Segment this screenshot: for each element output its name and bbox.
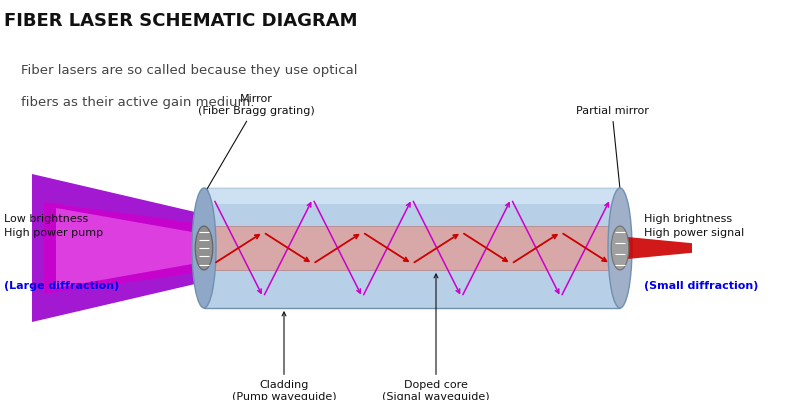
Text: Fiber lasers are so called because they use optical: Fiber lasers are so called because they … bbox=[4, 64, 358, 77]
Text: High brightness
High power signal: High brightness High power signal bbox=[644, 214, 744, 238]
Text: Mirror
(Fiber Bragg grating): Mirror (Fiber Bragg grating) bbox=[198, 94, 314, 194]
Ellipse shape bbox=[192, 188, 216, 308]
Polygon shape bbox=[44, 202, 208, 294]
Text: Doped core
(Signal waveguide): Doped core (Signal waveguide) bbox=[382, 274, 490, 400]
Ellipse shape bbox=[608, 188, 632, 308]
Polygon shape bbox=[56, 208, 208, 288]
FancyBboxPatch shape bbox=[204, 188, 620, 204]
Ellipse shape bbox=[195, 226, 213, 270]
Text: Cladding
(Pump waveguide): Cladding (Pump waveguide) bbox=[232, 312, 336, 400]
Text: fibers as their active gain medium.: fibers as their active gain medium. bbox=[4, 96, 254, 109]
Polygon shape bbox=[32, 174, 208, 322]
Polygon shape bbox=[616, 236, 692, 260]
Text: Partial mirror: Partial mirror bbox=[575, 106, 649, 193]
Text: Low brightness
High power pump: Low brightness High power pump bbox=[4, 214, 103, 238]
Text: (Large diffraction): (Large diffraction) bbox=[4, 281, 119, 291]
FancyBboxPatch shape bbox=[204, 188, 620, 308]
FancyBboxPatch shape bbox=[204, 226, 620, 270]
Text: FIBER LASER SCHEMATIC DIAGRAM: FIBER LASER SCHEMATIC DIAGRAM bbox=[4, 12, 358, 30]
Ellipse shape bbox=[611, 226, 629, 270]
Text: (Small diffraction): (Small diffraction) bbox=[644, 281, 758, 291]
